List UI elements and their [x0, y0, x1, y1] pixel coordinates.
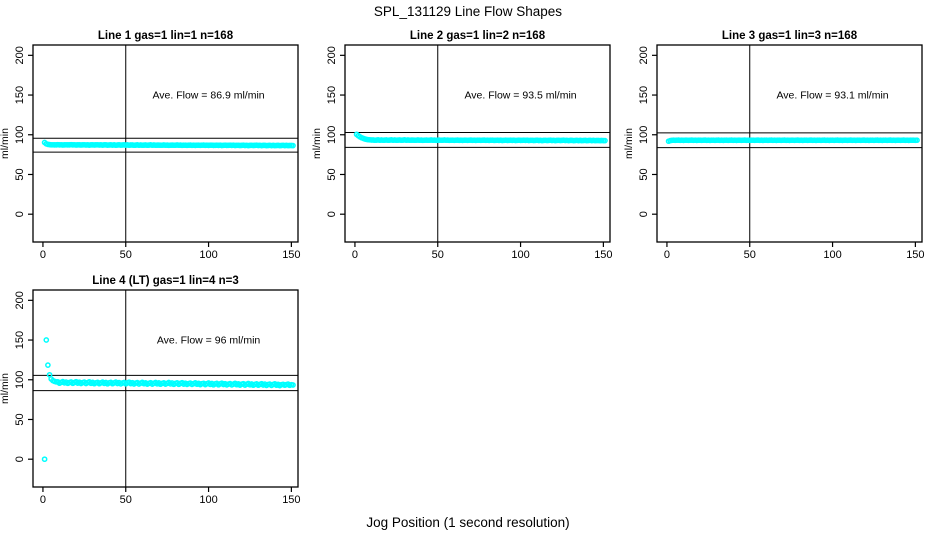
y-tick-label: 0: [638, 211, 650, 217]
y-tick-label: 200: [14, 291, 26, 309]
data-points: [41, 139, 296, 149]
panel-title: Line 3 gas=1 lin=3 n=168: [722, 30, 858, 42]
y-tick-label: 50: [14, 168, 26, 180]
x-axis: 0 50 100 150: [352, 242, 613, 261]
y-axis-title: ml/min: [0, 128, 11, 159]
y-tick-label: 50: [14, 413, 26, 425]
y-tick-label: 100: [14, 371, 26, 389]
y-tick-label: 100: [326, 126, 338, 144]
x-tick-label: 50: [744, 249, 756, 261]
y-tick-label: 200: [638, 46, 650, 64]
y-axis: 0 50 100 150 200: [638, 46, 657, 217]
x-tick-label: 0: [40, 249, 46, 261]
y-tick-label: 0: [326, 211, 338, 217]
x-tick-label: 0: [664, 249, 670, 261]
data-points: [353, 131, 608, 144]
x-tick-label: 100: [199, 494, 217, 506]
x-axis: 0 50 100 150: [664, 242, 925, 261]
plot-box: [656, 44, 923, 243]
y-tick-label: 150: [326, 86, 338, 104]
y-axis-title: ml/min: [0, 373, 11, 404]
x-axis: 0 50 100 150: [40, 242, 301, 261]
data-points: [665, 137, 920, 145]
y-tick-label: 150: [638, 86, 650, 104]
x-tick-label: 0: [352, 249, 358, 261]
x-tick-label: 0: [40, 494, 46, 506]
panel-title: Line 1 gas=1 lin=1 n=168: [98, 30, 234, 42]
x-tick-label: 50: [120, 249, 132, 261]
panel-svg: Line 1 gas=1 lin=1 n=168 0 50 100 150 0 50 100 1…: [0, 30, 301, 261]
y-tick-label: 0: [14, 456, 26, 462]
plot-box: [32, 44, 299, 243]
panel-line-3: Line 3 gas=1 lin=3 n=168 0 50 100 150 0 50 100 1…: [623, 27, 936, 265]
panel-title: Line 4 (LT) gas=1 lin=4 n=3: [92, 275, 238, 287]
x-axis: 0 50 100 150: [40, 487, 301, 506]
y-tick-label: 50: [638, 168, 650, 180]
ave-flow-annotation: Ave. Flow = 96 ml/min: [157, 335, 261, 347]
ave-flow-annotation: Ave. Flow = 93.1 ml/min: [776, 90, 888, 102]
x-tick-label: 100: [199, 249, 217, 261]
y-tick-label: 150: [14, 86, 26, 104]
y-tick-label: 50: [326, 168, 338, 180]
panel-line-4: Line 4 (LT) gas=1 lin=4 n=3 0 50 100 150 0 50 1…: [0, 272, 312, 510]
x-tick-label: 50: [432, 249, 444, 261]
panel-title: Line 2 gas=1 lin=2 n=168: [410, 30, 546, 42]
plot-box: [32, 289, 299, 488]
plot-box: [344, 44, 611, 243]
x-tick-label: 150: [282, 249, 300, 261]
x-axis-label: Jog Position (1 second resolution): [366, 515, 570, 530]
y-axis-title: ml/min: [624, 128, 635, 159]
data-points: [41, 337, 296, 463]
panel-svg: Line 4 (LT) gas=1 lin=4 n=3 0 50 100 150 0 50 1…: [0, 275, 301, 506]
panel-line-1: Line 1 gas=1 lin=1 n=168 0 50 100 150 0 50 100 1…: [0, 27, 312, 265]
y-tick-label: 100: [638, 126, 650, 144]
y-tick-label: 200: [14, 46, 26, 64]
panel-svg: Line 2 gas=1 lin=2 n=168 0 50 100 150 0 50 100 1…: [311, 30, 613, 261]
panel-svg: Line 3 gas=1 lin=3 n=168 0 50 100 150 0 50 100 1…: [623, 30, 925, 261]
panel-line-2: Line 2 gas=1 lin=2 n=168 0 50 100 150 0 50 100 1…: [311, 27, 624, 265]
x-tick-label: 100: [511, 249, 529, 261]
y-tick-label: 200: [326, 46, 338, 64]
ave-flow-annotation: Ave. Flow = 86.9 ml/min: [152, 90, 264, 102]
y-axis-title: ml/min: [312, 128, 323, 159]
y-axis: 0 50 100 150 200: [14, 291, 33, 462]
y-tick-label: 0: [14, 211, 26, 217]
x-tick-label: 150: [906, 249, 924, 261]
y-tick-label: 100: [14, 126, 26, 144]
x-tick-label: 150: [282, 494, 300, 506]
ave-flow-annotation: Ave. Flow = 93.5 ml/min: [464, 90, 576, 102]
y-axis: 0 50 100 150 200: [326, 46, 345, 217]
y-axis: 0 50 100 150 200: [14, 46, 33, 217]
x-tick-label: 150: [594, 249, 612, 261]
x-tick-label: 100: [823, 249, 841, 261]
y-tick-label: 150: [14, 331, 26, 349]
figure-title: SPL_131129 Line Flow Shapes: [373, 4, 563, 19]
x-tick-label: 50: [120, 494, 132, 506]
